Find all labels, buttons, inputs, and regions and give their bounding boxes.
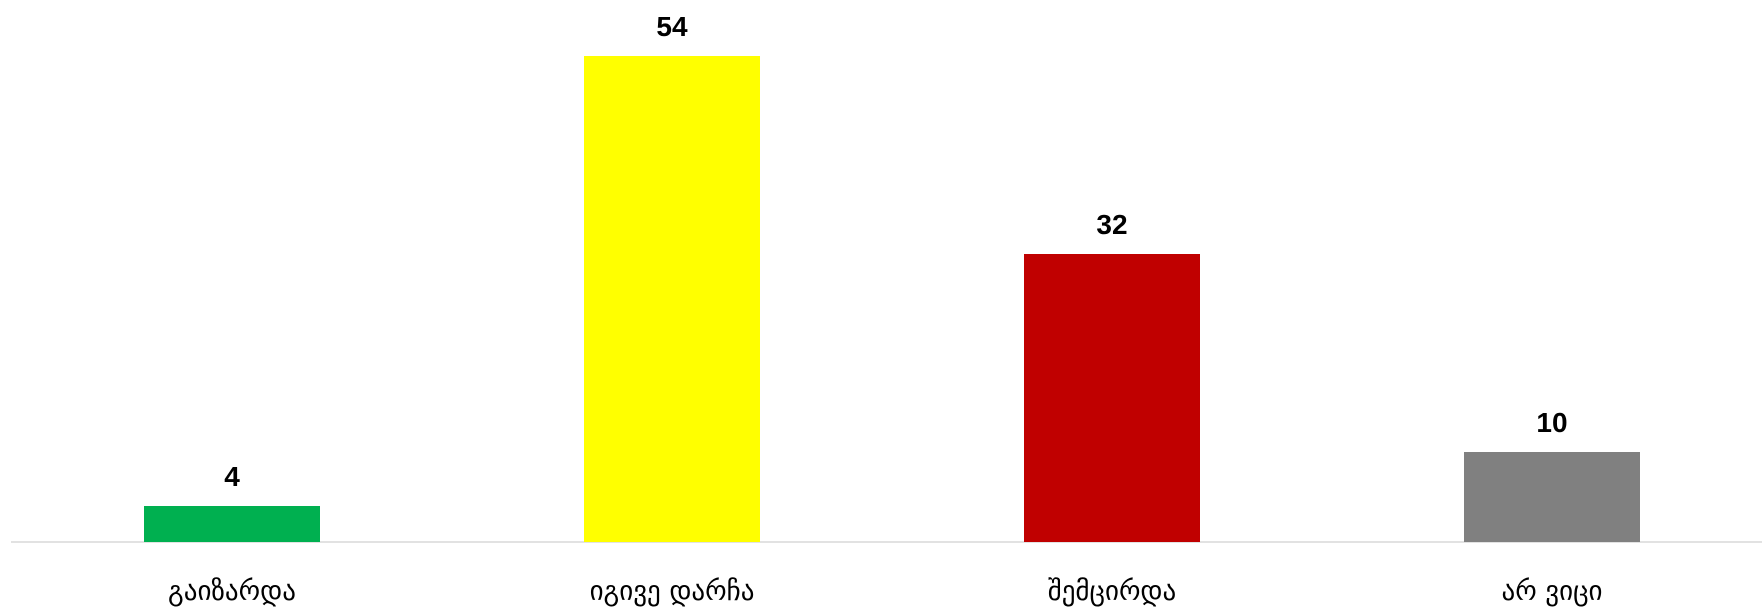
value-label: 54 — [656, 11, 688, 42]
value-label: 32 — [1096, 209, 1127, 240]
bar — [144, 506, 320, 542]
bar — [584, 56, 760, 542]
x-tick-label: შემცირდა — [1048, 576, 1176, 607]
x-tick-label: არ ვიცი — [1502, 576, 1603, 607]
x-tick-label: იგივე დარჩა — [590, 576, 755, 607]
value-label: 10 — [1536, 407, 1567, 438]
bar — [1464, 452, 1640, 542]
x-tick-label: გაიზარდა — [168, 576, 296, 607]
value-label: 4 — [224, 461, 240, 492]
bar — [1024, 254, 1200, 542]
